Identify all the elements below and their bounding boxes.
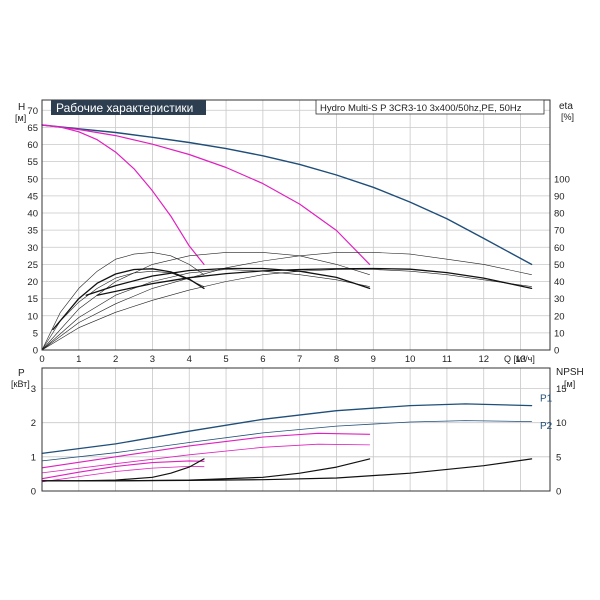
power-curve-5 [41,465,205,483]
power-curve-3 [41,443,371,474]
x-tick-label: 13 [515,354,526,365]
h-tick-label: 65 [27,123,38,134]
power-curve-0 [41,403,533,455]
h-curve-1 [41,124,371,265]
eta-tick-label: 70 [554,226,565,237]
h-curve-9 [96,267,533,296]
x-tick-label: 12 [478,354,489,365]
chart-title: Рабочие характеристики [56,101,193,115]
eta-tick-label: 100 [554,174,570,185]
y-axis-label-p: P [18,368,25,379]
x-tick-label: 2 [113,354,118,365]
x-tick-label: 8 [334,354,339,365]
p-tick-label: 1 [31,452,36,463]
x-tick-label: 1 [76,354,81,365]
h-tick-label: 10 [27,311,38,322]
y2-axis-unit-eta: [%] [561,112,574,122]
subtitle-box [315,99,545,115]
h-tick-label: 25 [27,260,38,271]
x-tick-label: 9 [371,354,376,365]
x-tick-label: 0 [39,354,44,365]
h-tick-label: 35 [27,226,38,237]
bottom-plot-frame [41,367,551,492]
eta-curve-8 [41,270,205,351]
p-tick-label: 3 [31,384,36,395]
h-tick-label: 70 [27,106,38,117]
x-tick-label: 11 [442,354,452,365]
eta-tick-label: 10 [554,328,565,339]
h-tick-label: 15 [27,294,38,305]
y-axis-label-h: H [18,102,25,113]
h-tick-label: 40 [27,209,38,220]
eta-curve-3 [41,252,532,351]
top-curves [41,124,533,351]
x-tick-label: 4 [187,354,192,365]
y2-axis-label-eta: eta [559,101,573,112]
npsh-curve-8 [41,458,205,482]
y-axis-unit-p: [кВт] [11,379,30,389]
x-tick-label: 10 [405,354,416,365]
bottom-curve-labels: P1 P2 [540,393,553,431]
eta-tick-label: 0 [554,346,559,357]
eta-tick-label: 80 [554,209,565,220]
h-curve-11 [52,268,205,331]
h-tick-label: 30 [27,243,38,254]
x-tick-label: 3 [150,354,155,365]
curve-label-p1: P1 [540,393,553,404]
h-tick-label: 45 [27,191,38,202]
x-tick-label: 7 [297,354,302,365]
p-tick-label: 2 [31,418,36,429]
h-curve-10 [85,267,371,296]
eta-tick-label: 40 [554,277,565,288]
p-tick-label: 0 [31,487,36,498]
h-curve-0 [41,124,533,266]
bottom-ticks: 0 1 2 3 0 5 10 15 [31,384,567,498]
x-tick-label: 6 [260,354,265,365]
eta-tick-label: 20 [554,311,565,322]
npsh-tick-label: 5 [556,452,561,463]
h-curve-2 [41,124,205,265]
h-tick-label: 60 [27,140,38,151]
eta-curve-5 [41,252,205,351]
chart-subtitle: Hydro Multi-S P 3CR3-10 3x400/50hz,PE, 5… [320,103,522,114]
h-tick-label: 5 [33,328,38,339]
npsh-tick-label: 15 [556,384,567,395]
npsh-curve-7 [41,458,371,482]
eta-tick-label: 90 [554,191,565,202]
h-tick-label: 50 [27,174,38,185]
power-curve-4 [41,460,205,480]
eta-tick-label: 50 [554,260,565,271]
title-box [51,100,206,115]
x-tick-label: 5 [223,354,228,365]
y-axis-unit-h: [м] [15,113,26,123]
eta-tick-label: 60 [554,243,565,254]
npsh-tick-label: 0 [556,487,561,498]
h-tick-label: 20 [27,277,38,288]
power-curve-1 [41,420,532,462]
eta-curve-7 [41,269,370,351]
h-tick-label: 0 [33,346,38,357]
h-tick-label: 55 [27,157,38,168]
y2-axis-label-npsh: NPSH [556,367,584,378]
y2-axis-unit-npsh: [м] [564,379,575,389]
eta-tick-label: 30 [554,294,565,305]
npsh-tick-label: 10 [556,418,567,429]
curve-label-p2: P2 [540,421,553,432]
top-plot-frame [41,99,551,351]
power-curve-2 [41,432,371,469]
top-ticks: 0 1 2 3 4 5 6 7 8 9 10 11 12 130510152025303540455055… [27,106,569,365]
bottom-curves [41,403,533,483]
x-axis-label-q: Q [м³/ч] [504,354,535,364]
